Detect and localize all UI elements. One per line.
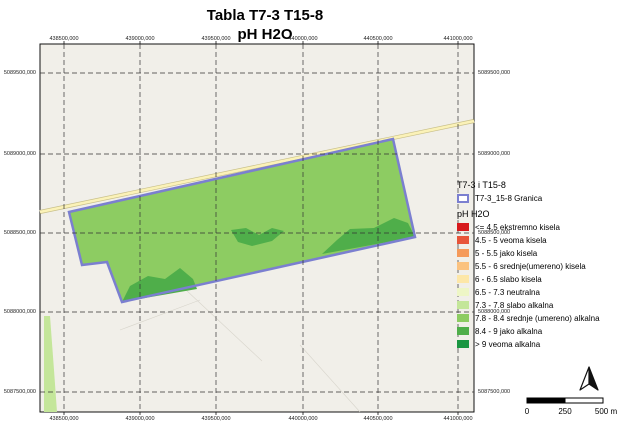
legend-swatch [457,301,469,309]
y-tick-label: 5089000,000 [478,151,511,157]
neighbor-parcel [44,316,57,412]
zone-jako-alkalna-3 [322,218,415,254]
legend-item: <= 4.5 ekstremno kisela [457,222,560,232]
legend-swatch [457,327,469,335]
y-tick-label: 5087500,000 [3,389,36,395]
legend-item-boundary: T7-3_15-8 Granica [457,193,542,203]
y-tick-label: 5088000,000 [3,309,36,315]
x-tick-label: 439500,000 [201,416,231,422]
x-tick-label: 441000,000 [443,416,473,422]
map-subtitle: pH H2O [237,26,293,43]
frame-ticks [63,41,459,415]
legend-item: 7.8 - 8.4 srednje (umereno) alkalna [457,313,600,323]
x-tick-label: 440000,000 [288,416,318,422]
legend-label: T7-3_15-8 Granica [475,193,543,203]
legend-item: > 9 veoma alkalna [457,339,540,349]
legend-label: 4.5 - 5 veoma kisela [475,235,547,245]
scale-label-0: 0 [524,407,530,416]
y-tick-label: 5088500,000 [3,230,36,236]
x-tick-label: 438500,000 [49,416,79,422]
y-tick-label: 5089000,000 [3,151,36,157]
legend-swatch [457,262,469,270]
x-tick-label: 439000,000 [125,416,155,422]
scale-label-250: 250 [558,407,572,416]
x-tick-label: 441000,000 [443,36,473,42]
legend-label: 7.8 - 8.4 srednje (umereno) alkalna [475,313,600,323]
legend-class-title: pH H2O [457,209,490,219]
scale-label-500: 500 m [594,407,618,416]
legend-label: 6 - 6.5 slabo kisela [475,274,542,284]
x-tick-label: 440500,000 [363,416,393,422]
scale-bar [526,397,604,404]
legend-swatch [457,288,469,296]
road-fill [39,119,475,214]
y-tick-label: 5089500,000 [3,70,36,76]
zone-jako-alkalna-2 [231,228,284,246]
y-tick-label: 5088000,000 [478,309,511,315]
legend-swatch [457,236,469,244]
legend-label: 5 - 5.5 jako kisela [475,248,538,258]
north-arrow-icon [579,366,599,391]
legend-swatch [457,340,469,348]
x-tick-label: 439500,000 [201,36,231,42]
legend-swatch [457,249,469,257]
legend-swatch [457,275,469,283]
parcel-polygon [69,139,415,302]
legend-item: 6 - 6.5 slabo kisela [457,274,542,284]
x-tick-label: 439000,000 [125,36,155,42]
legend-label: 5.5 - 6 srednje(umereno) kisela [475,261,586,271]
parcel-boundary [67,137,417,304]
legend-label: <= 4.5 ekstremno kisela [475,222,560,232]
legend-item: 6.5 - 7.3 neutralna [457,287,540,297]
legend-label: 8.4 - 9 jako alkalna [475,326,543,336]
legend-item: 7.3 - 7.8 slabo alkalna [457,300,553,310]
legend-label: 6.5 - 7.3 neutralna [475,287,540,297]
legend-item: 8.4 - 9 jako alkalna [457,326,542,336]
y-tick-label: 5089500,000 [478,70,511,76]
y-tick-label: 5088500,000 [478,230,511,236]
legend-item: 5.5 - 6 srednje(umereno) kisela [457,261,586,271]
map-title: Tabla T7-3 T15-8 [206,7,324,24]
legend-label: 7.3 - 7.8 slabo alkalna [475,300,554,310]
x-tick-label: 440000,000 [288,36,318,42]
legend-group-title: T7-3 i T15-8 [457,180,506,190]
legend-swatch [457,314,469,322]
legend-item: 4.5 - 5 veoma kisela [457,235,547,245]
y-tick-label: 5087500,000 [478,389,511,395]
zone-jako-alkalna-1 [122,268,197,302]
basemap-features [119,289,361,413]
legend-item: 5 - 5.5 jako kisela [457,248,537,258]
legend-label: > 9 veoma alkalna [475,339,541,349]
x-tick-label: 438500,000 [49,36,79,42]
x-tick-label: 440500,000 [363,36,393,42]
legend-swatch [457,223,469,231]
legend-swatch-boundary [457,193,469,203]
